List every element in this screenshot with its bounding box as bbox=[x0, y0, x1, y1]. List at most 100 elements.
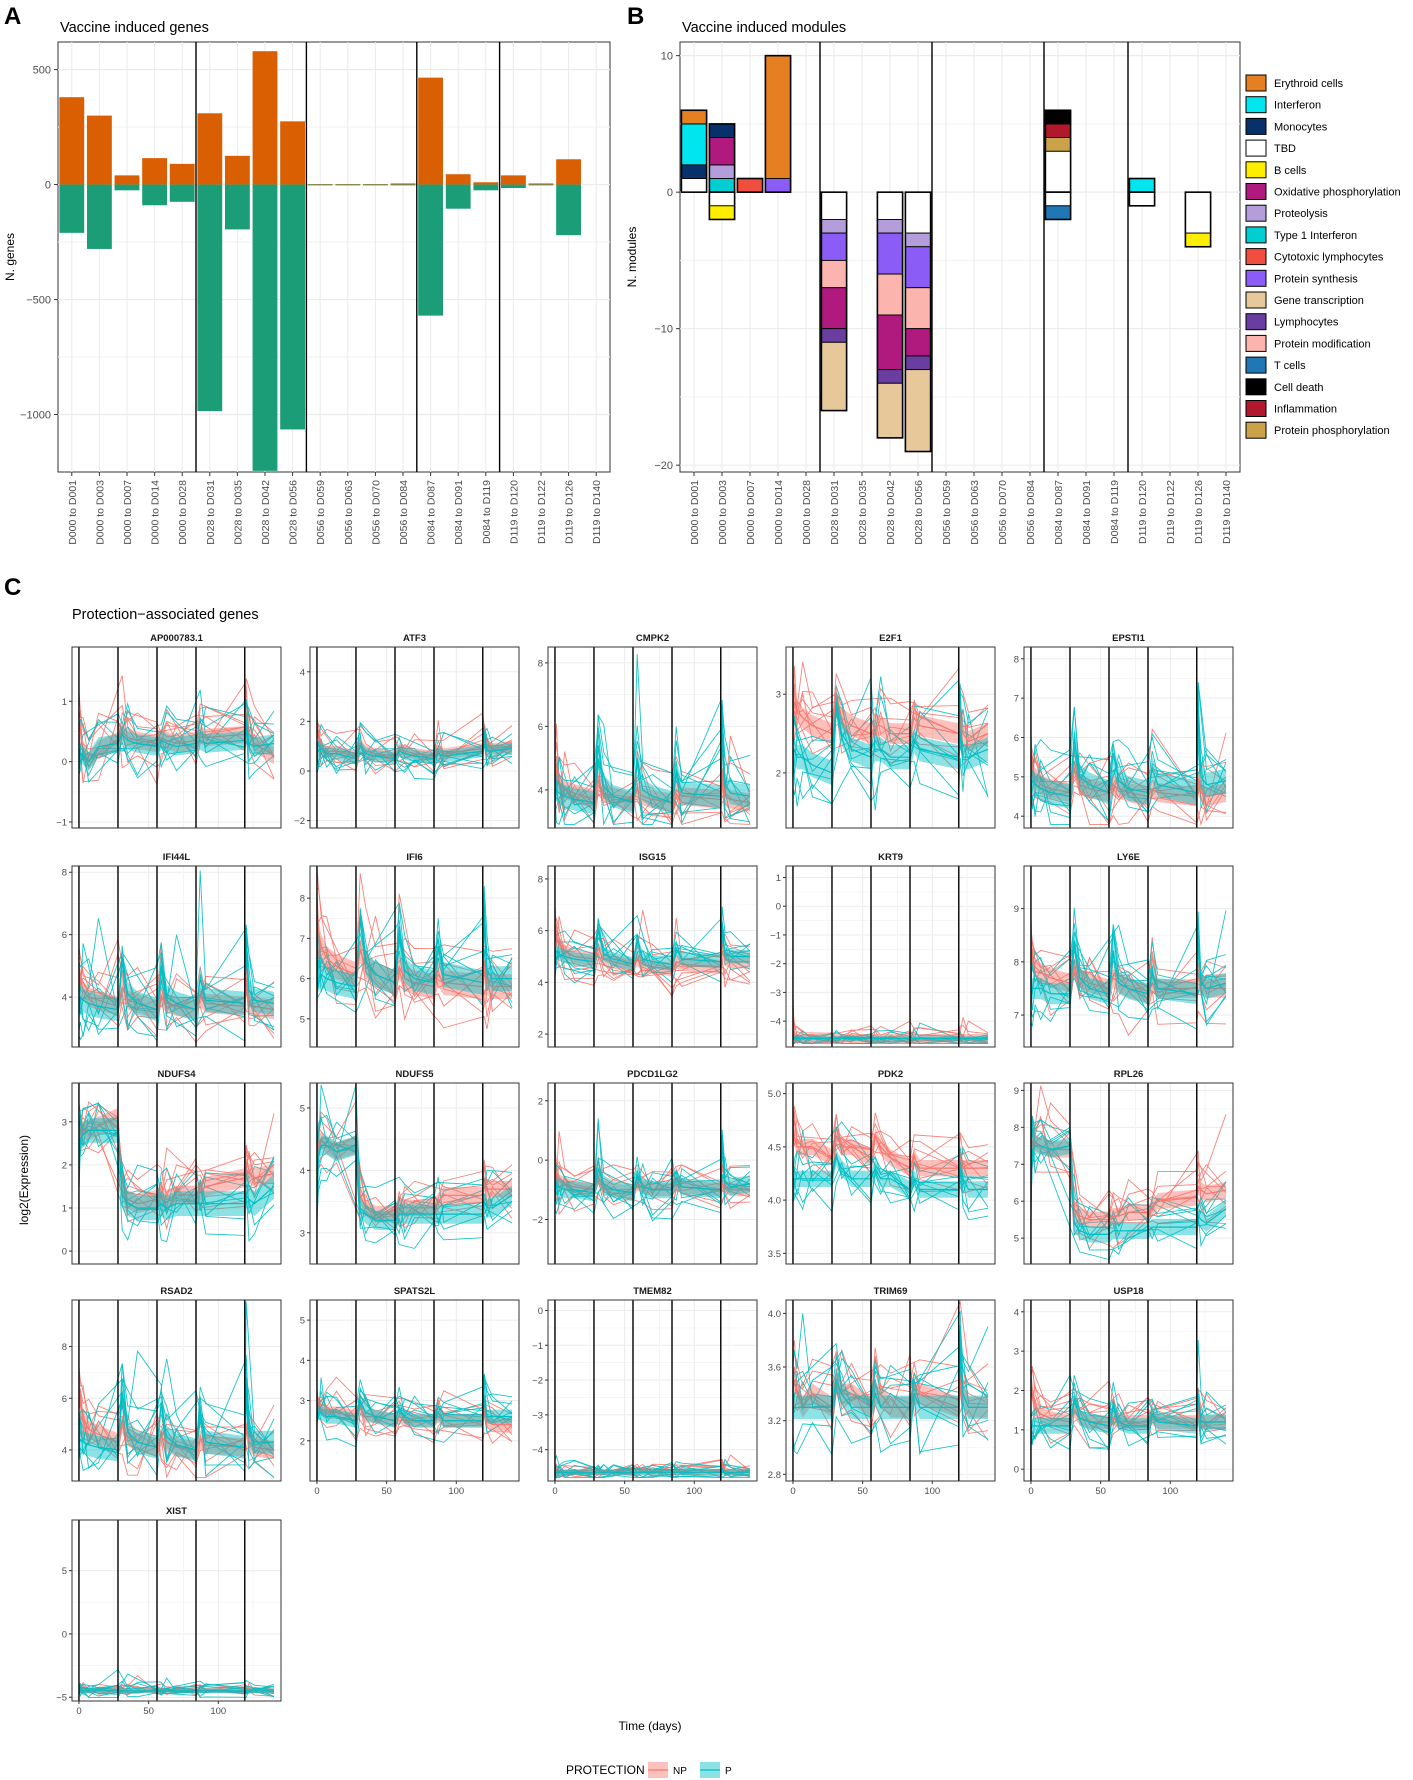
ribbon-np bbox=[1031, 751, 1226, 806]
gene-panel-ly6e: LY6E 7 8 9 bbox=[1014, 852, 1234, 1048]
legend-swatch bbox=[1245, 226, 1267, 244]
y-tick-label: 0 bbox=[776, 902, 781, 913]
module-segment bbox=[708, 164, 736, 179]
bar-outline bbox=[904, 191, 932, 453]
bar-down bbox=[59, 184, 85, 233]
legend-swatch bbox=[1245, 161, 1267, 179]
y-tick-label: 4 bbox=[62, 1445, 67, 1456]
gene-panel-usp18: USP18 0 1 2 3 4 0 50 100 bbox=[1014, 1286, 1234, 1497]
module-segment bbox=[904, 287, 932, 330]
y-tick-label: 3.2 bbox=[768, 1416, 781, 1427]
y-tick-label: 7 bbox=[1014, 1011, 1019, 1022]
subject-line-np bbox=[1030, 1085, 1227, 1219]
x-tick-label: D084 to D091 bbox=[453, 480, 465, 545]
x-tick-label: D056 to D070 bbox=[997, 480, 1009, 545]
y-tick-label: 4 bbox=[62, 993, 67, 1004]
module-segment bbox=[1044, 191, 1072, 207]
plot-content bbox=[1030, 1300, 1227, 1481]
bar-up bbox=[500, 175, 526, 185]
subject-line-p bbox=[78, 702, 275, 743]
y-tick-label: 6 bbox=[538, 722, 543, 733]
module-segment bbox=[1044, 137, 1072, 152]
plot-content bbox=[554, 866, 751, 1047]
subject-line-p bbox=[78, 1113, 275, 1224]
panel-letter: C bbox=[4, 574, 21, 601]
x-tick-label: D084 to D087 bbox=[1053, 480, 1065, 545]
mean-line-p bbox=[1030, 935, 1227, 995]
subject-line-np bbox=[78, 1103, 275, 1198]
x-tick-label: D119 to D122 bbox=[536, 480, 548, 544]
plot-area bbox=[548, 1300, 757, 1481]
subject-line-np bbox=[792, 1378, 989, 1432]
panel-frame bbox=[547, 865, 758, 1048]
legend-label: Type 1 Interferon bbox=[1274, 230, 1357, 242]
bar-outline bbox=[1184, 191, 1212, 248]
subject-line-np bbox=[1030, 956, 1227, 1037]
gene-name: AP000783.1 bbox=[150, 633, 204, 644]
y-tick-label: 500 bbox=[33, 65, 51, 77]
panel-frame bbox=[547, 1299, 758, 1482]
subject-line-np bbox=[554, 917, 751, 981]
subject-line-np bbox=[316, 867, 513, 985]
x-tick-label: D028 to D031 bbox=[829, 480, 841, 545]
module-segment bbox=[708, 178, 736, 193]
mean-line-p bbox=[316, 731, 513, 760]
module-segment bbox=[876, 232, 904, 275]
ribbon-np bbox=[79, 704, 274, 771]
gridlines bbox=[786, 866, 995, 1047]
y-tick-label: −3 bbox=[770, 988, 781, 999]
y-tick-label: 0 bbox=[667, 187, 673, 199]
x-tick-label: D084 to D087 bbox=[426, 480, 438, 545]
mean-line-np bbox=[792, 694, 989, 743]
mean-line-p bbox=[316, 1144, 513, 1221]
plot-area bbox=[1024, 866, 1233, 1047]
module-segment bbox=[904, 328, 932, 357]
mean-line-np bbox=[793, 1134, 988, 1170]
subject-line-p bbox=[316, 1375, 513, 1426]
y-tick-label: 8 bbox=[1014, 1123, 1019, 1134]
x-tick-label: D028 to D042 bbox=[260, 480, 272, 545]
panel-c-protection-associated-genes: Protection−associated genes AP000783.1 −1 0… bbox=[56, 607, 1234, 1717]
subject-line-np bbox=[792, 661, 989, 735]
mean-line-p bbox=[78, 934, 275, 1011]
y-tick-label: 4 bbox=[300, 1356, 305, 1367]
subject-line-p bbox=[316, 1404, 513, 1448]
subject-line-p bbox=[78, 1115, 275, 1204]
plot-content bbox=[316, 866, 513, 1047]
bar-up bbox=[473, 182, 499, 185]
y-tick-label: 3 bbox=[1014, 1347, 1019, 1358]
subject-line-p bbox=[1030, 923, 1227, 986]
y-tick-label: 5 bbox=[300, 1316, 305, 1327]
gene-panel-tmem82: TMEM82 −4 −3 −2 −1 0 0 50 100 bbox=[532, 1286, 758, 1497]
gene-name: PDCD1LG2 bbox=[627, 1069, 678, 1080]
y-tick-label: 4 bbox=[538, 978, 543, 989]
x-tick-label: D119 to D140 bbox=[1221, 480, 1233, 544]
x-tick-label: D056 to D059 bbox=[941, 480, 953, 545]
bar-up bbox=[224, 155, 250, 185]
legend-title: PROTECTION bbox=[566, 1763, 645, 1777]
plot-content bbox=[316, 647, 513, 828]
module-segment bbox=[736, 178, 764, 193]
module-segment bbox=[820, 341, 848, 412]
ribbon-p bbox=[317, 1135, 512, 1230]
bar-down bbox=[86, 184, 112, 249]
ribbon-np bbox=[317, 1130, 512, 1223]
y-tick-label: 9 bbox=[1014, 904, 1019, 915]
module-segment bbox=[680, 109, 708, 125]
bar-up bbox=[445, 174, 471, 185]
x-tick-label: 50 bbox=[857, 1486, 868, 1497]
module-segment bbox=[1044, 109, 1072, 125]
legend-swatch bbox=[1245, 356, 1267, 374]
subject-line-p bbox=[1030, 1118, 1227, 1240]
ribbon-np bbox=[555, 1165, 750, 1200]
module-segment bbox=[820, 219, 848, 234]
y-tick-label: 2 bbox=[300, 717, 305, 728]
subject-line-p bbox=[554, 914, 751, 971]
x-tick-label: D000 to D001 bbox=[689, 480, 701, 545]
ribbon-np bbox=[1031, 936, 1226, 1004]
y-axis-label: N. genes bbox=[3, 233, 17, 281]
y-tick-label: 8 bbox=[1014, 654, 1019, 665]
module-segment bbox=[708, 137, 736, 166]
y-tick-label: 8 bbox=[62, 1342, 67, 1353]
